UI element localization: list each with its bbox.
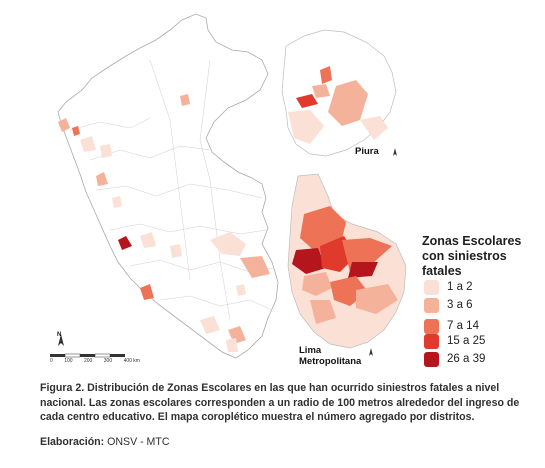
scale-bar-labels: 0 100 200 300 400 km — [50, 358, 140, 364]
map-canvas — [50, 13, 407, 359]
legend-title: Zonas Escolares con siniestros fatales — [422, 234, 522, 278]
legend-swatch — [424, 279, 439, 295]
piura-inset — [281, 29, 397, 157]
credit-line: Elaboración: ONSV - MTC — [40, 436, 170, 448]
scale-label: 100 — [64, 358, 73, 364]
scale-label: 200 — [84, 358, 93, 364]
district-boundaries — [69, 59, 275, 321]
legend-label: 26 a 39 — [447, 353, 486, 365]
north-label: N — [57, 332, 62, 338]
legend-swatch — [424, 333, 439, 349]
legend-label: 1 a 2 — [447, 281, 473, 293]
scale-label: 300 — [103, 358, 113, 364]
legend-swatch — [424, 297, 439, 313]
national-districts — [58, 94, 270, 352]
north-arrow-lima — [369, 348, 373, 356]
scale-label: 400 km — [123, 358, 140, 364]
figure-caption: Figura 2. Distribución de Zonas Escolare… — [40, 381, 520, 425]
legend-swatch — [424, 318, 439, 334]
legend-label: 7 a 14 — [447, 320, 479, 332]
legend-item: 7 a 14 — [424, 318, 479, 334]
legend-item: 15 a 25 — [424, 333, 485, 349]
piura-label: Piura — [355, 146, 379, 157]
lima-label: Lima Metropolitana — [299, 345, 362, 367]
figure-label: Figura 2. — [40, 382, 85, 394]
credit-label: Elaboración: — [40, 436, 105, 448]
scale-bar — [50, 353, 125, 358]
scale-label: 0 — [50, 358, 53, 364]
north-arrow-national — [58, 334, 64, 346]
credit-value: ONSV - MTC — [107, 436, 170, 448]
map-area: Piura Lima Metropolitana N 0 100 200 300… — [50, 13, 407, 367]
caption-text: Distribución de Zonas Escolares en las q… — [40, 382, 520, 423]
legend-swatch — [424, 351, 439, 367]
legend-item: 1 a 2 — [424, 279, 473, 295]
legend-item: 3 a 6 — [424, 297, 473, 313]
lima-inset — [287, 173, 407, 349]
north-arrow-piura — [393, 148, 397, 156]
legend-label: 3 a 6 — [447, 299, 473, 311]
legend-label: 15 a 25 — [447, 335, 486, 347]
legend-item: 26 a 39 — [424, 351, 485, 367]
peru-map — [57, 13, 279, 359]
